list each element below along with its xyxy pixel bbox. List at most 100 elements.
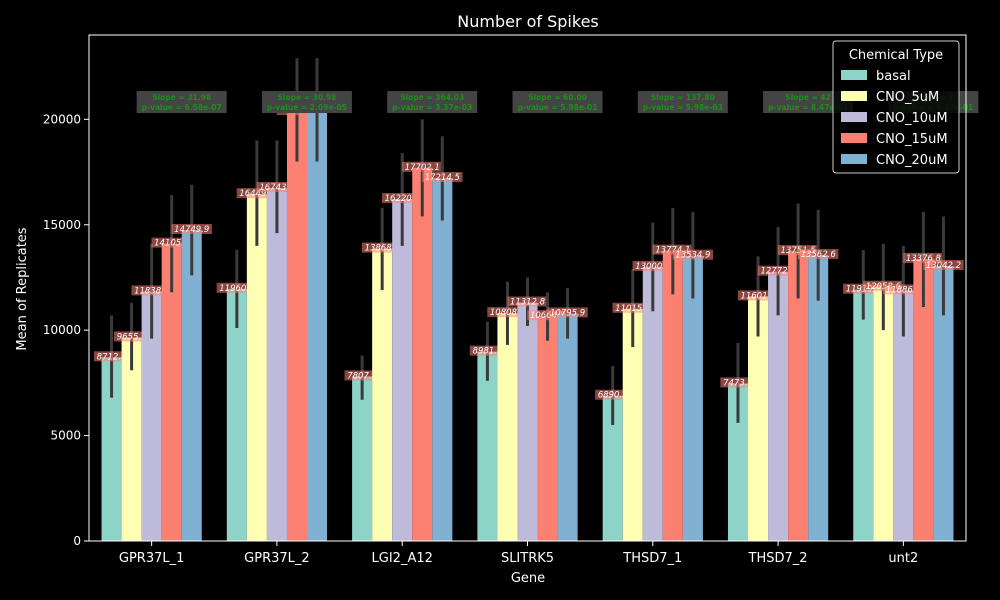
bar [853,289,874,541]
bar [306,104,328,541]
bar [352,376,373,541]
bar [808,255,829,541]
legend-swatch [841,154,867,164]
value-label-bg [361,242,403,253]
bar [392,199,413,541]
legend-swatch [841,70,867,80]
value-label-bg [757,265,799,276]
bar [141,291,162,541]
value-label-bg [632,260,673,271]
stats-box [387,91,478,114]
value-label: 11838.4 [134,286,169,296]
value-label: 17214.5 [425,173,460,183]
bar [682,255,703,541]
value-label: 13868.9 [365,244,400,254]
value-label: 17702.1 [405,163,440,173]
bar [788,251,809,541]
legend-swatch [841,133,867,143]
value-label: 13042.2 [926,261,961,271]
value-label-bg [113,331,150,342]
legend-label: CNO_10uM [876,111,948,126]
value-label: 12772.8 [760,267,796,277]
bar [873,286,894,541]
stats-box [637,91,728,114]
stats-pvalue: p-value = 3.37e-03 [392,103,472,112]
value-label: 8712.8 [97,352,127,362]
value-label-bg [547,307,588,318]
stats-box [136,91,227,114]
x-tick-label: LGI2_A12 [372,551,433,566]
bar [602,395,623,541]
value-label-bg [737,290,779,301]
legend-swatch [841,112,867,122]
value-label-bg [595,389,631,400]
x-tick-label: THSD7_1 [622,551,682,566]
bar [372,248,393,541]
stats-slope: Slope = 364.03 [400,93,464,102]
value-label-bg [903,252,944,263]
value-label: 16220.6 [385,194,421,204]
value-label: 10795.9 [550,308,585,318]
bar [537,316,558,541]
bar [101,357,122,541]
stats-pvalue: p-value = 5.98e-03 [643,103,723,112]
y-tick-label: 0 [73,534,81,548]
bar [497,313,518,541]
value-label-bg [171,224,212,235]
bar [226,288,247,541]
bar [121,337,142,541]
bar [181,230,202,541]
x-tick-label: SLITRK5 [501,551,554,566]
stats-slope: Slope = 30.98 [278,93,337,102]
bar [768,271,789,541]
bar [557,313,578,541]
bar [412,167,433,541]
value-label-bg [797,249,839,260]
value-label-bg [131,285,172,296]
value-label-bg [672,249,714,260]
bar [893,290,914,541]
stats-box [763,91,854,114]
y-tick-label: 20000 [43,112,81,126]
value-label-bg [382,193,423,204]
legend-label: CNO_5uM [876,90,939,105]
value-label: 16743.1 [259,183,294,193]
bar [286,111,307,541]
bar [477,351,498,541]
value-label: 6890.5 [598,391,628,401]
stats-pvalue: p-value = 2.09e-05 [267,103,347,112]
value-label: 9655.2 [117,332,147,342]
value-label: 13376.8 [906,254,942,264]
bar [246,194,267,541]
value-label: 7807.3 [347,371,377,381]
value-label: 13000.4 [635,262,670,272]
x-tick-label: GPR37L_1 [119,551,185,566]
value-label: 14105.6 [154,239,190,249]
value-label: 13534.9 [675,251,710,261]
bar [266,187,287,542]
stats-slope: Slope = 137.80 [651,93,715,102]
legend-swatch [841,91,867,101]
y-tick-label: 15000 [43,218,81,232]
x-tick-label: GPR37L_2 [244,551,310,566]
y-tick-label: 5000 [50,429,81,443]
value-label-bg [612,302,653,313]
value-label: 16449.8 [239,189,275,199]
bar [161,243,182,541]
value-label-bg [652,244,694,255]
value-label: 11312.8 [510,297,546,307]
value-label-bg [344,370,380,381]
bar [642,266,663,541]
stats-slope: Slope = 31.98 [152,93,211,102]
bar [913,258,934,541]
x-axis-label: Gene [511,571,545,586]
value-label: 11886.7 [886,285,922,295]
plot-frame [88,34,967,542]
legend-label: CNO_20uM [876,153,948,168]
legend-label: CNO_15uM [876,132,948,147]
value-label: 11601.7 [740,291,776,301]
bar [727,383,749,541]
value-label-bg [256,181,298,192]
value-label: 13562.6 [801,250,837,260]
